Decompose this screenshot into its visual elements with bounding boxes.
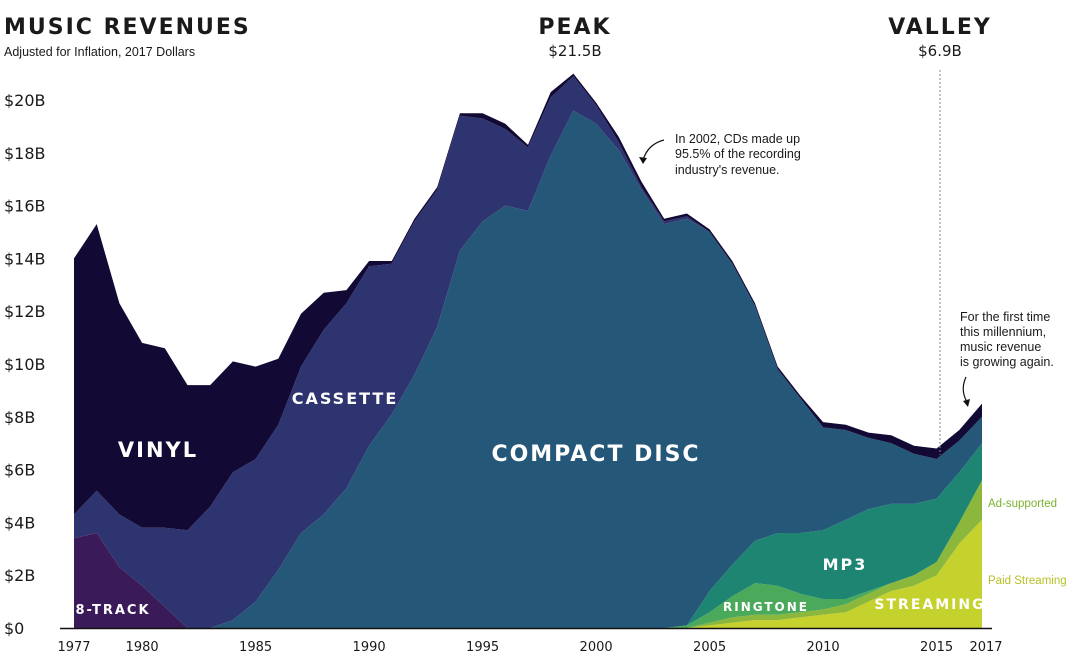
area-label-cassette: CASSETTE — [292, 389, 399, 408]
curved-arrow-icon — [962, 376, 968, 403]
y-tick-label: $12B — [4, 302, 46, 321]
y-tick-label: $4B — [4, 513, 35, 532]
y-tick-label: $14B — [4, 249, 46, 268]
area-label-cd: COMPACT DISC — [491, 442, 700, 467]
area-label-vinyl: VINYL — [118, 438, 198, 462]
area-ringtone — [74, 480, 982, 628]
chart-title: MUSIC REVENUES — [4, 15, 251, 40]
curved-arrow-icon — [642, 139, 665, 161]
y-axis-ticks: $0 $2B $4B $6B $8B $10B $12B $14B $16B $18B $20B — [4, 91, 46, 638]
chart-subtitle: Adjusted for Inflation, 2017 Dollars — [4, 45, 195, 59]
x-tick-label: 1985 — [239, 640, 272, 655]
peak-title: PEAK — [538, 15, 611, 40]
cd-note-line: industry's revenue. — [675, 163, 780, 177]
y-tick-label: $20B — [4, 91, 46, 110]
x-tick-label: 1990 — [353, 640, 386, 655]
x-axis-ticks: 1977 1980 1985 1990 1995 2000 2005 2010 2015 2017 — [57, 640, 1002, 655]
y-tick-label: $10B — [4, 355, 46, 374]
area-compact-disc — [74, 110, 982, 629]
growth-note-line: is growing again. — [960, 355, 1054, 369]
area-label-8-track: 8-TRACK — [75, 603, 150, 618]
area-label-ringtone: RINGTONE — [723, 600, 809, 614]
arrowhead-icon — [963, 399, 970, 407]
y-tick-label: $0 — [4, 619, 24, 638]
valley-title: VALLEY — [888, 15, 992, 40]
y-tick-label: $16B — [4, 197, 46, 216]
area-vinyl — [74, 73, 982, 531]
area-mp3 — [74, 443, 982, 628]
valley-value: $6.9B — [918, 42, 962, 60]
x-tick-label: 2015 — [920, 640, 953, 655]
stacked-areas — [74, 73, 982, 629]
x-tick-label: 2005 — [693, 640, 726, 655]
y-tick-label: $8B — [4, 408, 35, 427]
arrowhead-icon — [639, 157, 647, 164]
area-paid-streaming — [74, 519, 982, 628]
growth-note-line: music revenue — [960, 340, 1041, 354]
x-tick-label: 2017 — [969, 640, 1002, 655]
y-tick-label: $6B — [4, 461, 35, 480]
area-label-mp3: MP3 — [823, 555, 868, 574]
growth-annotation: For the first time this millennium, musi… — [960, 310, 1054, 407]
y-tick-label: $2B — [4, 566, 35, 585]
legend-ad-supported: Ad-supported — [988, 498, 1057, 510]
area-cassette — [74, 76, 982, 628]
x-tick-label: 1995 — [466, 640, 499, 655]
growth-note-line: this millennium, — [960, 325, 1046, 339]
x-tick-label: 2010 — [807, 640, 840, 655]
cd-note-line: 95.5% of the recording — [675, 147, 801, 161]
peak-value: $21.5B — [548, 42, 601, 60]
cd-note-line: In 2002, CDs made up — [675, 132, 800, 146]
cd-annotation: In 2002, CDs made up 95.5% of the record… — [639, 132, 801, 177]
x-tick-label: 2000 — [580, 640, 613, 655]
growth-note-line: For the first time — [960, 310, 1050, 324]
area-label-streaming: STREAMING — [874, 597, 985, 613]
legend-paid-streaming: Paid Streaming — [988, 575, 1067, 587]
x-tick-label: 1977 — [57, 640, 90, 655]
x-tick-label: 1980 — [126, 640, 159, 655]
y-tick-label: $18B — [4, 144, 46, 163]
